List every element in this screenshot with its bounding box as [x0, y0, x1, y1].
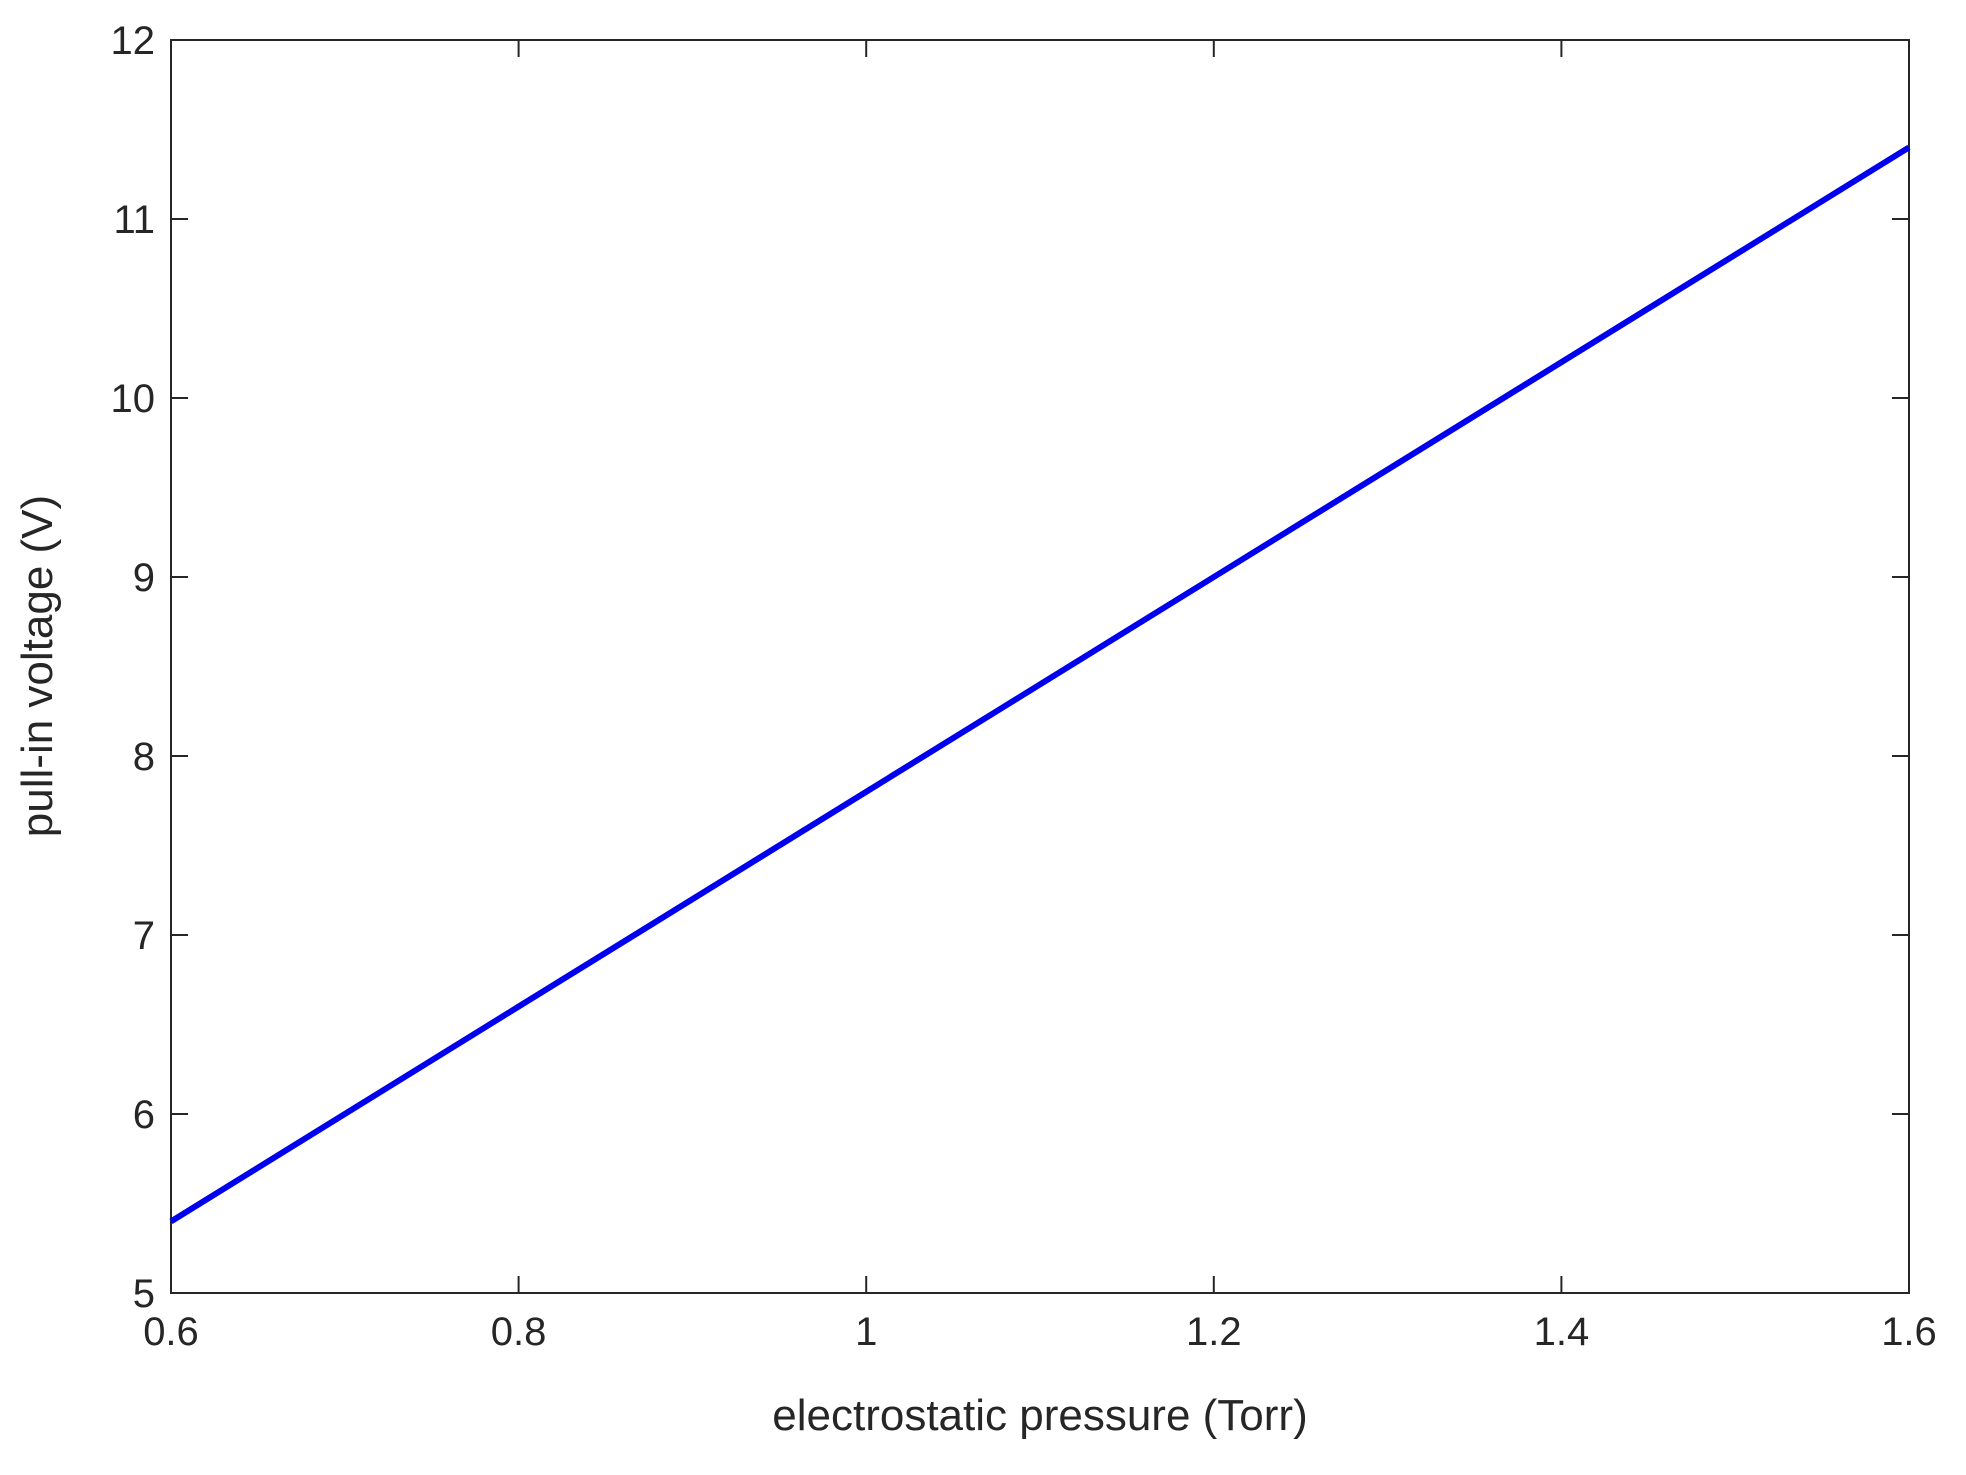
x-tick-label: 1.6	[1881, 1310, 1937, 1354]
x-tick-label: 1.4	[1534, 1310, 1590, 1354]
plot-frame	[170, 39, 1910, 1294]
y-tick-label: 12	[111, 19, 156, 63]
y-tick-label: 5	[133, 1272, 155, 1316]
y-axis-label: pull-in voltage (V)	[13, 495, 62, 837]
x-tick-label: 0.8	[491, 1310, 547, 1354]
y-tick-label: 8	[133, 735, 155, 779]
x-tick-label: 0.6	[143, 1310, 199, 1354]
y-tick-label: 7	[133, 914, 155, 958]
y-tick-label: 6	[133, 1093, 155, 1137]
x-tick-label: 1	[855, 1310, 877, 1354]
y-tick-label: 11	[113, 198, 155, 242]
y-tick-label: 9	[133, 556, 155, 600]
data-line	[169, 144, 1911, 1224]
x-axis-label: electrostatic pressure (Torr)	[772, 1391, 1307, 1440]
x-tick-label: 1.2	[1186, 1310, 1242, 1354]
y-tick-label: 10	[111, 377, 156, 421]
